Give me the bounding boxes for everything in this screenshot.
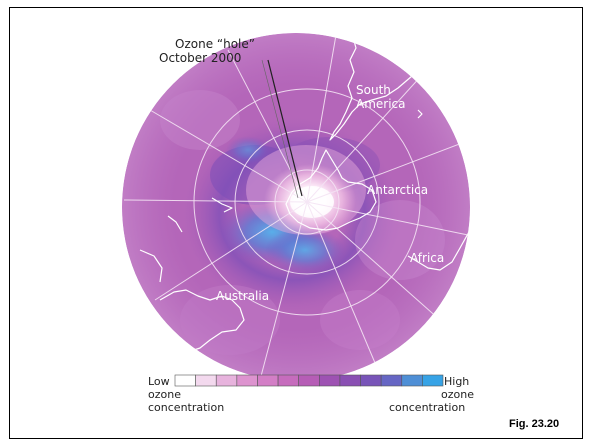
- figure-frame: [9, 7, 583, 439]
- legend-color-bar: [174, 374, 444, 387]
- legend-ozone-right: ozone: [441, 388, 474, 401]
- australia-label: Australia: [216, 289, 269, 303]
- legend-swatch: [422, 374, 444, 387]
- map-disc: [122, 33, 470, 381]
- legend-concentration-right: concentration: [389, 401, 465, 414]
- legend-swatch: [215, 374, 238, 387]
- legend-concentration-left: concentration: [148, 401, 224, 414]
- legend-swatch: [277, 374, 299, 387]
- callout-line: [267, 59, 303, 197]
- coastlines: [139, 33, 470, 353]
- legend-swatch: [360, 374, 382, 387]
- legend-swatch: [380, 374, 403, 387]
- south-america-label-1: South: [356, 83, 391, 97]
- legend-swatch: [401, 374, 423, 387]
- legend-high-label: High: [444, 375, 469, 388]
- callout-label-line1: Ozone “hole”: [175, 37, 255, 51]
- legend-swatch: [195, 374, 217, 387]
- legend-swatch: [339, 374, 361, 387]
- meridian-lines: [123, 34, 470, 381]
- south-america-label-2: America: [356, 97, 406, 111]
- legend-ozone-left: ozone: [148, 388, 181, 401]
- africa-label: Africa: [410, 251, 444, 265]
- legend-low-label: Low: [148, 375, 170, 388]
- legend-swatch: [319, 374, 341, 387]
- figure-number: Fig. 23.20: [509, 418, 560, 430]
- callout-line-shadow: [261, 59, 299, 199]
- legend-swatch: [257, 374, 279, 387]
- legend-swatch: [174, 374, 196, 387]
- callout-label-line2: October 2000: [159, 51, 241, 65]
- legend-swatch: [236, 374, 258, 387]
- legend-swatch: [298, 374, 320, 387]
- antarctica-label: Antarctica: [367, 183, 428, 197]
